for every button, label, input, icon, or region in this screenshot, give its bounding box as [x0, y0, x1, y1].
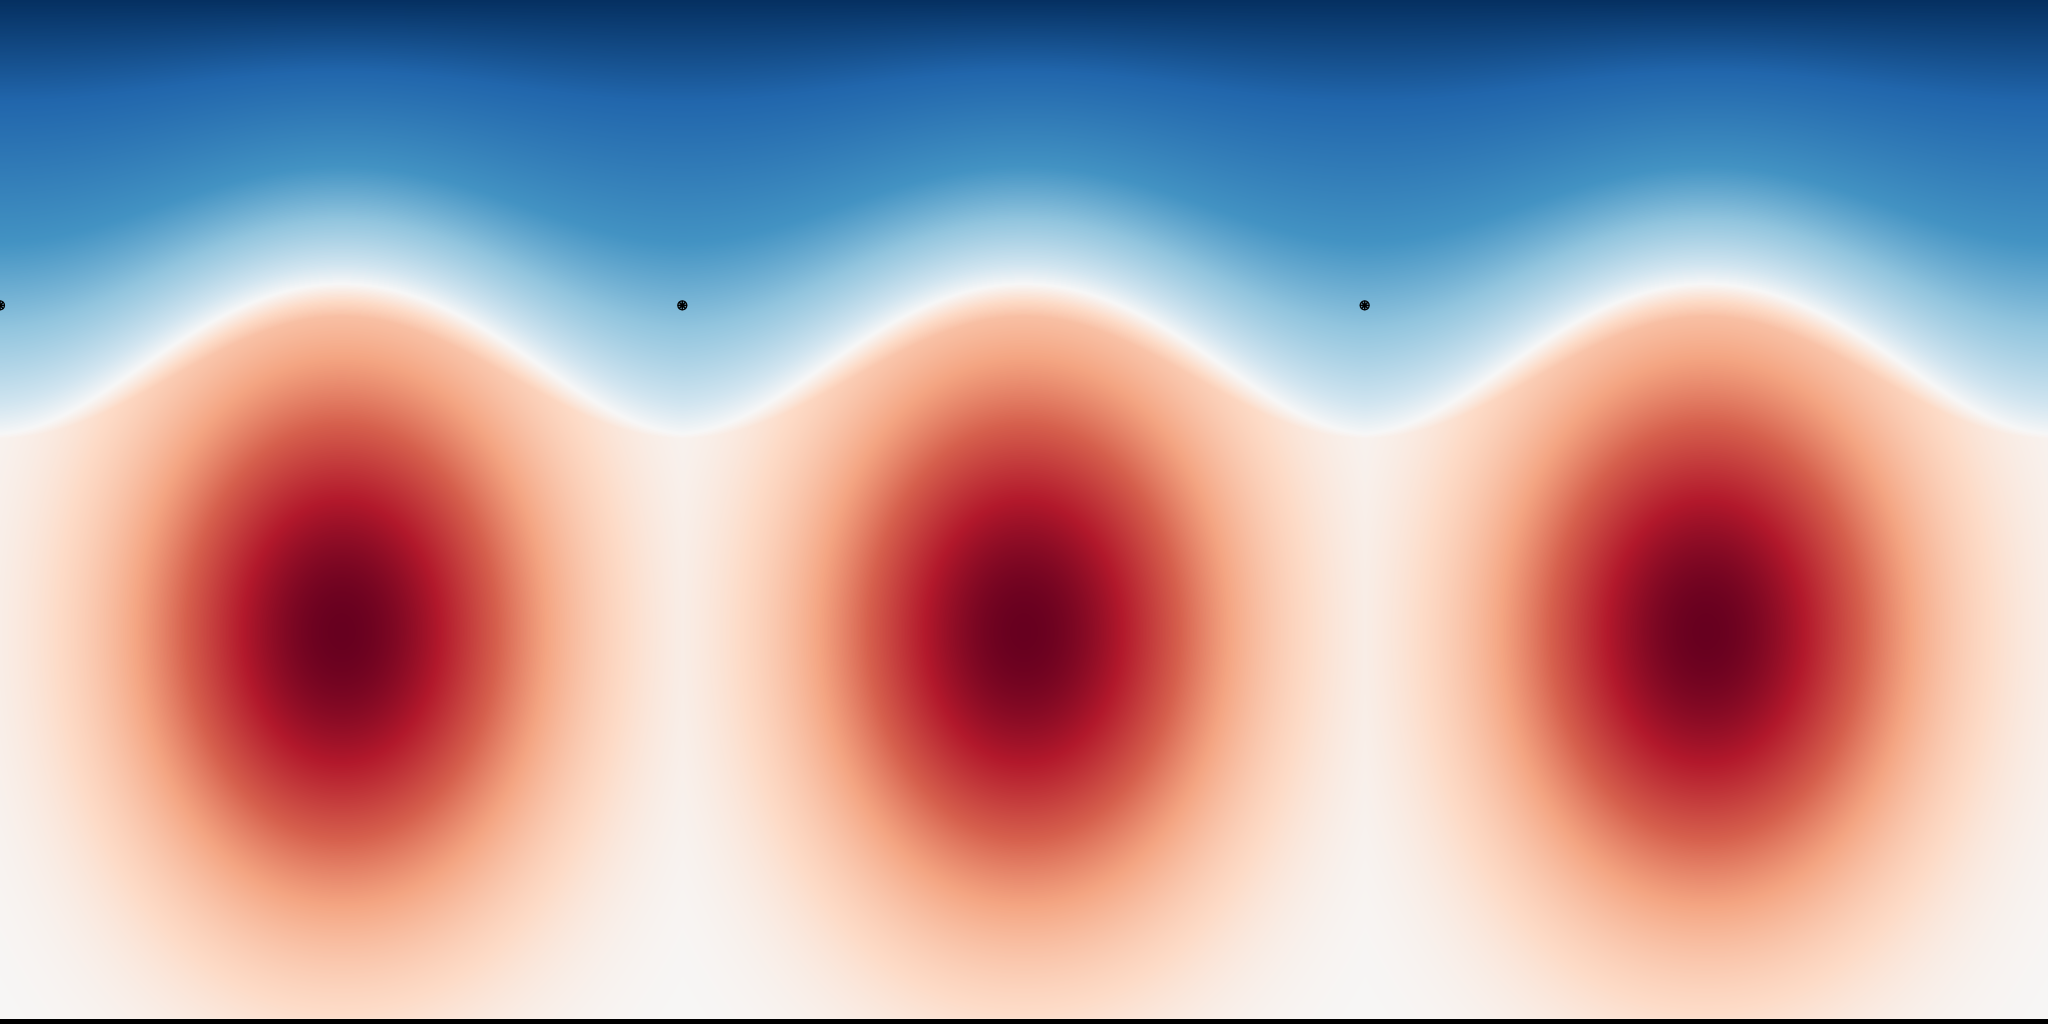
bottom-border	[0, 1019, 2048, 1024]
marker-asterisk-3	[1359, 300, 1370, 311]
marker-asterisk-2	[677, 300, 688, 311]
marker-asterisk-1	[0, 300, 6, 311]
